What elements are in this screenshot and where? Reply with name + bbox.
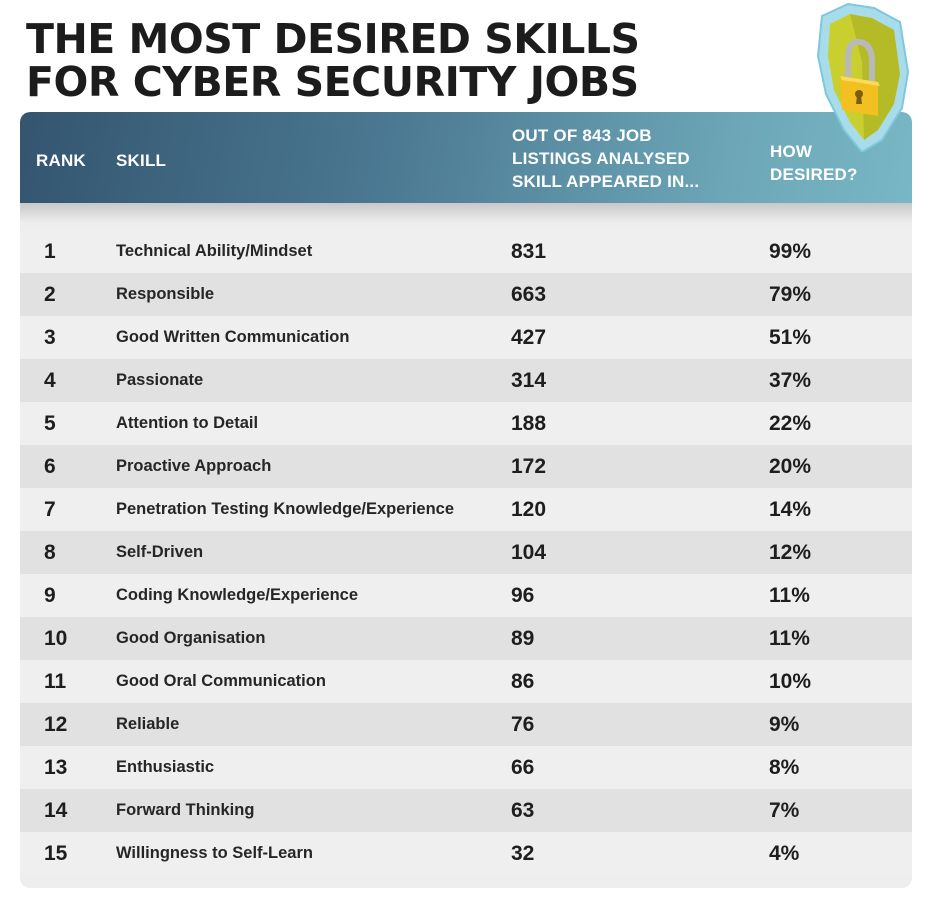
title-line-1: THE MOST DESIRED SKILLS bbox=[26, 15, 640, 63]
count-cell: 663 bbox=[511, 283, 547, 306]
title-line-2: FOR CYBER SECURITY JOBS bbox=[26, 58, 639, 106]
table-row: 1 Technical Ability/Mindset 831 99% bbox=[20, 230, 912, 273]
skill-cell: Good Written Communication bbox=[116, 328, 350, 346]
table-header: RANK SKILL OUT OF 843 JOB LISTINGS ANALY… bbox=[20, 112, 912, 203]
skill-cell: Willingness to Self-Learn bbox=[116, 844, 313, 862]
percent-cell: 14% bbox=[769, 498, 812, 521]
table-row: 9 Coding Knowledge/Experience 96 11% bbox=[20, 574, 912, 617]
table-row: 11 Good Oral Communication 86 10% bbox=[20, 660, 912, 703]
count-cell: 188 bbox=[511, 412, 547, 435]
percent-cell: 51% bbox=[769, 326, 812, 349]
page-title: THE MOST DESIRED SKILLS FOR CYBER SECURI… bbox=[26, 18, 640, 104]
percent-cell: 9% bbox=[769, 713, 800, 736]
percent-cell: 79% bbox=[769, 283, 812, 306]
skill-cell: Responsible bbox=[116, 285, 215, 303]
table-row: 7 Penetration Testing Knowledge/Experien… bbox=[20, 488, 912, 531]
skill-cell: Enthusiastic bbox=[116, 758, 215, 776]
rank-cell: 2 bbox=[44, 283, 56, 306]
table-row: 14 Forward Thinking 63 7% bbox=[20, 789, 912, 832]
header-skill: SKILL bbox=[116, 151, 167, 170]
table-row: 8 Self-Driven 104 12% bbox=[20, 531, 912, 574]
percent-cell: 7% bbox=[769, 799, 800, 822]
shield-padlock-icon bbox=[816, 2, 910, 152]
skill-cell: Coding Knowledge/Experience bbox=[116, 586, 359, 604]
header-rank: RANK bbox=[36, 151, 86, 170]
count-cell: 427 bbox=[511, 326, 547, 349]
skill-cell: Self-Driven bbox=[116, 543, 204, 561]
count-cell: 104 bbox=[511, 541, 547, 564]
rank-cell: 3 bbox=[44, 326, 56, 349]
rank-cell: 13 bbox=[44, 756, 68, 779]
header-desired: HOW DESIRED? bbox=[770, 140, 858, 186]
rank-cell: 8 bbox=[44, 541, 56, 564]
table-row: 5 Attention to Detail 188 22% bbox=[20, 402, 912, 445]
count-cell: 120 bbox=[511, 498, 547, 521]
rank-cell: 4 bbox=[44, 369, 56, 392]
skill-cell: Attention to Detail bbox=[116, 414, 259, 432]
percent-cell: 11% bbox=[769, 584, 810, 607]
skill-cell: Penetration Testing Knowledge/Experience bbox=[116, 500, 455, 518]
percent-cell: 22% bbox=[769, 412, 812, 435]
table-row: 3 Good Written Communication 427 51% bbox=[20, 316, 912, 359]
skill-cell: Reliable bbox=[116, 715, 180, 733]
table-row: 12 Reliable 76 9% bbox=[20, 703, 912, 746]
rank-cell: 14 bbox=[44, 799, 68, 822]
count-cell: 831 bbox=[511, 240, 547, 263]
skills-table: RANK SKILL OUT OF 843 JOB LISTINGS ANALY… bbox=[20, 112, 912, 888]
rank-cell: 11 bbox=[44, 670, 67, 693]
rank-cell: 1 bbox=[44, 240, 56, 263]
count-cell: 314 bbox=[511, 369, 547, 392]
rank-cell: 6 bbox=[44, 455, 56, 478]
count-cell: 96 bbox=[511, 584, 535, 607]
rank-cell: 15 bbox=[44, 842, 68, 865]
rank-cell: 5 bbox=[44, 412, 56, 435]
percent-cell: 8% bbox=[769, 756, 800, 779]
table-row: 10 Good Organisation 89 11% bbox=[20, 617, 912, 660]
percent-cell: 12% bbox=[769, 541, 812, 564]
percent-cell: 4% bbox=[769, 842, 800, 865]
count-cell: 89 bbox=[511, 627, 535, 650]
table-row: 15 Willingness to Self-Learn 32 4% bbox=[20, 832, 912, 875]
skill-cell: Technical Ability/Mindset bbox=[116, 242, 313, 260]
rank-cell: 7 bbox=[44, 498, 56, 521]
rank-cell: 9 bbox=[44, 584, 56, 607]
header-count-line-1: OUT OF 843 JOB bbox=[512, 126, 652, 145]
count-cell: 86 bbox=[511, 670, 535, 693]
header-count-line-2: LISTINGS ANALYSED bbox=[512, 149, 690, 168]
header-count-line-3: SKILL APPEARED IN... bbox=[512, 172, 700, 191]
percent-cell: 99% bbox=[769, 240, 812, 263]
skill-cell: Forward Thinking bbox=[116, 801, 255, 819]
rank-cell: 10 bbox=[44, 627, 68, 650]
count-cell: 63 bbox=[511, 799, 535, 822]
percent-cell: 20% bbox=[769, 455, 812, 478]
rank-cell: 12 bbox=[44, 713, 68, 736]
header-shadow bbox=[20, 203, 912, 223]
percent-cell: 37% bbox=[769, 369, 812, 392]
table-row: 4 Passionate 314 37% bbox=[20, 359, 912, 402]
header-desired-line-1: HOW bbox=[770, 142, 813, 161]
table-row: 6 Proactive Approach 172 20% bbox=[20, 445, 912, 488]
skill-cell: Good Oral Communication bbox=[116, 672, 326, 690]
header-desired-line-2: DESIRED? bbox=[770, 165, 858, 184]
table-row: 13 Enthusiastic 66 8% bbox=[20, 746, 912, 789]
count-cell: 172 bbox=[511, 455, 547, 478]
skill-cell: Good Organisation bbox=[116, 629, 266, 647]
count-cell: 76 bbox=[511, 713, 535, 736]
count-cell: 66 bbox=[511, 756, 535, 779]
skill-cell: Proactive Approach bbox=[116, 457, 272, 475]
table-row: 2 Responsible 663 79% bbox=[20, 273, 912, 316]
percent-cell: 11% bbox=[769, 627, 810, 650]
skill-cell: Passionate bbox=[116, 371, 204, 389]
header-count: OUT OF 843 JOB LISTINGS ANALYSED SKILL A… bbox=[512, 124, 699, 193]
count-cell: 32 bbox=[511, 842, 535, 865]
percent-cell: 10% bbox=[769, 670, 812, 693]
